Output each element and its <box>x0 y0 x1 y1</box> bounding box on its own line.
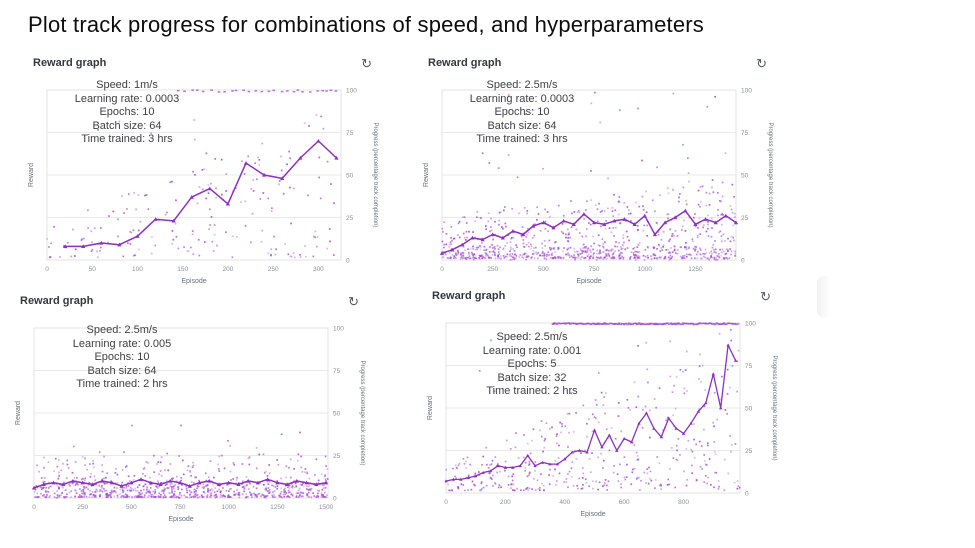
svg-text:75: 75 <box>346 130 354 137</box>
svg-text:50: 50 <box>89 266 97 273</box>
svg-text:100: 100 <box>346 87 357 94</box>
svg-text:Progress (percentage track com: Progress (percentage track completion) <box>359 360 365 465</box>
panel-title: Reward graph <box>432 290 506 302</box>
svg-text:Episode: Episode <box>168 516 193 523</box>
svg-text:1250: 1250 <box>270 504 285 511</box>
faint-vertical-smudge <box>817 276 831 318</box>
svg-text:50: 50 <box>333 410 341 417</box>
svg-text:Reward: Reward <box>15 401 22 425</box>
svg-text:Reward: Reward <box>423 163 430 187</box>
panel-title: Reward graph <box>428 57 502 69</box>
svg-text:250: 250 <box>487 266 498 273</box>
refresh-icon[interactable]: ↻ <box>756 55 767 71</box>
svg-text:200: 200 <box>222 266 233 273</box>
svg-text:75: 75 <box>741 130 749 137</box>
svg-text:Episode: Episode <box>580 511 605 518</box>
refresh-icon[interactable]: ↻ <box>348 293 359 309</box>
svg-text:150: 150 <box>177 266 188 273</box>
panel-header: Reward graph ↻ <box>428 54 767 72</box>
svg-text:400: 400 <box>559 499 570 506</box>
svg-text:750: 750 <box>589 266 600 273</box>
reward-progress-chart: 0 25 50 75 100 0 200 400 600 800 Episode Reward Prog… <box>427 320 777 518</box>
svg-text:25: 25 <box>333 453 341 460</box>
svg-text:500: 500 <box>126 504 137 511</box>
svg-text:0: 0 <box>346 257 350 264</box>
refresh-icon[interactable]: ↻ <box>760 288 771 304</box>
svg-text:300: 300 <box>313 266 324 273</box>
refresh-icon[interactable]: ↻ <box>361 55 372 71</box>
svg-text:0: 0 <box>444 499 448 506</box>
panel-header: Reward graph ↻ <box>20 292 359 310</box>
svg-text:0: 0 <box>745 490 749 497</box>
svg-text:Progress (percentage track com: Progress (percentage track completion) <box>372 122 378 227</box>
svg-text:25: 25 <box>741 215 749 222</box>
svg-text:0: 0 <box>333 495 337 502</box>
svg-text:600: 600 <box>619 499 630 506</box>
reward-graph-panel: Reward graph ↻ 0 25 50 75 100 0 50 100 150 200 250… <box>25 52 400 292</box>
svg-text:100: 100 <box>741 87 752 94</box>
svg-text:Reward: Reward <box>28 163 35 187</box>
page-title: Plot track progress for combinations of … <box>28 12 704 37</box>
panel-header: Reward graph ↻ <box>33 54 372 72</box>
svg-text:Episode: Episode <box>576 278 601 285</box>
reward-progress-chart: 0 25 50 75 100 0 50 100 150 200 250 300 Episode Rewar… <box>28 87 378 285</box>
reward-graph-panel: Reward graph ↻ 0 25 50 75 100 0 200 400 600 800 Ep… <box>424 285 799 525</box>
svg-text:0: 0 <box>32 504 36 511</box>
svg-text:250: 250 <box>268 266 279 273</box>
svg-text:50: 50 <box>745 405 753 412</box>
svg-text:100: 100 <box>745 320 756 327</box>
svg-text:Progress (percentage track com: Progress (percentage track completion) <box>767 122 773 227</box>
svg-text:1000: 1000 <box>221 504 236 511</box>
svg-text:0: 0 <box>741 257 745 264</box>
svg-text:100: 100 <box>333 325 344 332</box>
svg-text:Episode: Episode <box>181 278 206 285</box>
svg-text:500: 500 <box>538 266 549 273</box>
svg-text:75: 75 <box>333 368 341 375</box>
panel-title: Reward graph <box>33 57 107 69</box>
svg-text:1250: 1250 <box>688 266 703 273</box>
svg-text:Progress (percentage track com: Progress (percentage track completion) <box>771 355 777 460</box>
svg-text:50: 50 <box>741 172 749 179</box>
svg-text:25: 25 <box>745 448 753 455</box>
svg-text:0: 0 <box>440 266 444 273</box>
svg-text:250: 250 <box>77 504 88 511</box>
reward-graph-panel: Reward graph ↻ 0 25 50 75 100 0 250 500 750 1000 1… <box>12 290 387 530</box>
svg-text:Reward: Reward <box>427 396 434 420</box>
panel-header: Reward graph ↻ <box>432 287 771 305</box>
svg-text:0: 0 <box>45 266 49 273</box>
panel-title: Reward graph <box>20 295 94 307</box>
svg-text:200: 200 <box>500 499 511 506</box>
svg-text:1000: 1000 <box>638 266 653 273</box>
svg-text:50: 50 <box>346 172 354 179</box>
svg-text:800: 800 <box>678 499 689 506</box>
svg-text:75: 75 <box>745 363 753 370</box>
svg-text:100: 100 <box>132 266 143 273</box>
svg-text:25: 25 <box>346 215 354 222</box>
svg-text:750: 750 <box>175 504 186 511</box>
svg-text:1500: 1500 <box>319 504 334 511</box>
reward-graph-panel: Reward graph ↻ 0 25 50 75 100 0 250 500 750 1000 1… <box>420 52 795 292</box>
